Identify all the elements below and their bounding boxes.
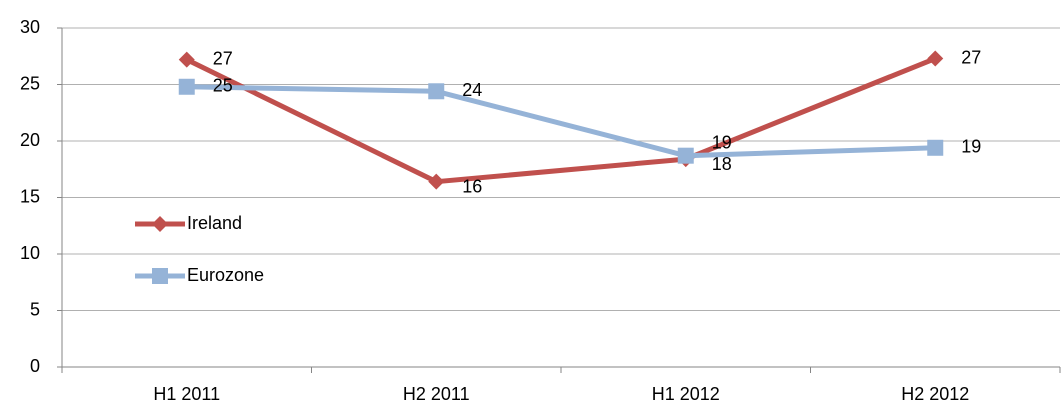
y-tick-label: 0 [30,356,40,376]
data-point [428,173,445,190]
data-point [927,50,944,67]
data-label: 27 [213,48,233,68]
x-tick-label: H1 2011 [153,384,220,404]
data-label: 16 [462,176,482,196]
legend-label: Eurozone [187,265,264,285]
data-label: 19 [961,137,981,157]
y-tick-label: 5 [30,299,40,319]
y-tick-label: 30 [20,17,40,37]
data-point [677,147,694,164]
data-label: 19 [712,132,732,152]
y-tick-label: 20 [20,130,40,150]
data-point [927,139,944,156]
legend-marker [152,268,168,284]
data-label: 18 [712,154,732,174]
y-tick-label: 10 [20,243,40,263]
legend-marker [152,216,168,232]
legend-label: Ireland [187,213,242,233]
series-line [186,84,936,159]
data-label: 24 [462,80,482,100]
data-label: 27 [961,47,981,67]
series-line [185,56,937,185]
y-tick-label: 25 [20,73,40,93]
data-point [428,83,445,100]
x-tick-label: H2 2012 [901,384,969,404]
data-point [178,78,195,95]
x-tick-label: H2 2011 [403,384,470,404]
y-tick-label: 15 [20,186,40,206]
data-label: 25 [213,76,233,96]
data-point [178,51,195,68]
x-tick-label: H1 2012 [652,384,720,404]
